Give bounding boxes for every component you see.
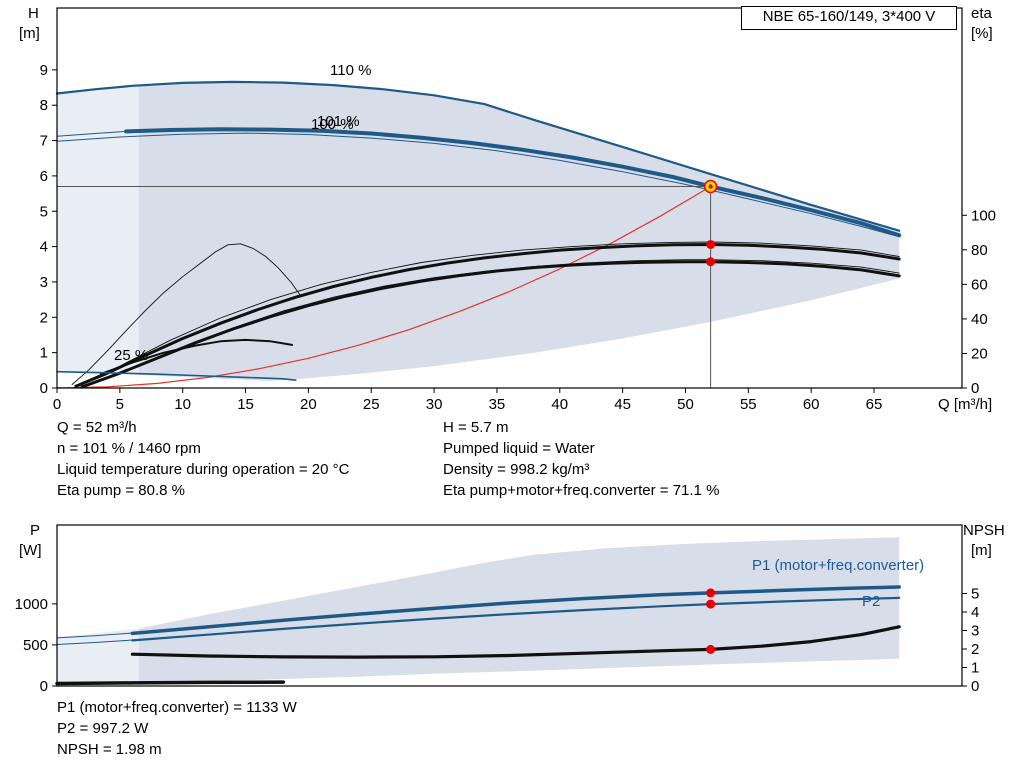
npsh-axis-unit: [m] <box>971 542 992 559</box>
operating-envelope-light <box>57 84 139 375</box>
eta-total-duty-dot <box>706 257 716 267</box>
tick-label: 20 <box>971 345 988 362</box>
speed-100-curve <box>56 132 900 238</box>
info-eta-total: Eta pump+motor+freq.converter = 71.1 % <box>443 482 720 499</box>
h-axis-unit: [m] <box>19 25 40 42</box>
eta-pump-curve-thin <box>75 241 900 386</box>
qh-eta-chart-frame <box>56 7 963 389</box>
tick-label: 55 <box>740 396 757 413</box>
tick-label: 30 <box>426 396 443 413</box>
eta-axis-unit: [%] <box>971 25 993 42</box>
speed-101-label: 101 % <box>317 113 360 130</box>
tick-label: 65 <box>866 396 883 413</box>
p-axis-label: P <box>30 522 41 539</box>
tick-label: 0 <box>971 678 979 695</box>
power-npsh-chart[interactable]: 0 500 1000 0 12 34 5 <box>15 524 980 695</box>
npsh-duty-dot <box>706 644 716 654</box>
power-npsh-chart-frame <box>56 524 963 687</box>
speed-110-curve <box>55 80 901 232</box>
tick-label: 5 <box>971 585 979 602</box>
speed-101-curve <box>124 127 902 238</box>
info-npsh: NPSH = 1.98 m <box>57 741 162 758</box>
tick-label: 60 <box>803 396 820 413</box>
p1-curve <box>130 585 901 636</box>
info-p1: P1 (motor+freq.converter) = 1133 W <box>57 699 297 716</box>
tick-label: 7 <box>40 133 48 150</box>
npsh-axis-label: NPSH <box>963 522 1005 539</box>
eta-pump-curve <box>74 243 901 388</box>
tick-label: 40 <box>551 396 568 413</box>
duty-point-center <box>708 184 713 189</box>
npsh-curve <box>130 625 901 659</box>
tick-label: 4 <box>971 604 979 621</box>
tick-label: 60 <box>971 276 988 293</box>
tick-label: 5 <box>40 203 48 220</box>
tick-label: 3 <box>971 622 979 639</box>
pump-type-box: NBE 65-160/149, 3*400 V <box>741 6 957 30</box>
p2-curve-label: P2 <box>862 593 881 610</box>
info-eta-pump: Eta pump = 80.8 % <box>57 482 185 499</box>
tick-label: 50 <box>677 396 694 413</box>
qh-eta-chart[interactable]: 0 5 10 15 20 25 30 35 40 45 50 55 60 6501234567890204… <box>40 7 996 413</box>
tick-label: 8 <box>40 97 48 114</box>
info-liquid-temp: Liquid temperature during operation = 20… <box>57 461 350 478</box>
tick-label: 6 <box>40 168 48 185</box>
info-flow: Q = 52 m³/h <box>57 419 137 436</box>
info-speed: n = 101 % / 1460 rpm <box>57 440 201 457</box>
tick-label: 500 <box>23 637 48 654</box>
tick-label: 15 <box>237 396 254 413</box>
tick-label: 1000 <box>15 596 48 613</box>
eta-total-curve <box>80 260 901 389</box>
tick-label: 45 <box>614 396 631 413</box>
info-head: H = 5.7 m <box>443 419 509 436</box>
speed-25-qh-curve <box>56 370 297 382</box>
p1-duty-dot <box>706 588 716 598</box>
operating-envelope <box>138 81 900 381</box>
tick-label: 0 <box>971 380 979 397</box>
eta-axis-label: eta <box>971 5 992 22</box>
tick-label: 1 <box>40 345 48 362</box>
info-p2: P2 = 997.2 W <box>57 720 149 737</box>
tick-label: 100 <box>971 207 996 224</box>
npsh-min-speed-line <box>55 680 286 686</box>
tick-label: 1 <box>971 659 979 676</box>
tick-label: 35 <box>489 396 506 413</box>
eta-reduced-speed-arc <box>71 243 301 385</box>
info-density: Density = 998.2 kg/m³ <box>443 461 590 478</box>
tick-label: 2 <box>40 309 48 326</box>
power-envelope-light <box>57 628 139 684</box>
p-axis-unit: [W] <box>19 542 42 559</box>
p2-duty-dot <box>706 599 716 609</box>
tick-label: 80 <box>971 242 988 259</box>
speed-100-label: 100 % <box>311 116 354 133</box>
speed-25-eta-curve <box>100 338 293 375</box>
tick-label: 10 <box>174 396 191 413</box>
speed-101-lead-line <box>56 130 127 137</box>
tick-label: 0 <box>40 380 48 397</box>
speed-110-label: 110 % <box>330 62 372 79</box>
tick-label: 0 <box>40 678 48 695</box>
h-axis-label: H <box>28 5 39 22</box>
tick-label: 3 <box>40 274 48 291</box>
eta-pump-duty-dot <box>706 240 716 249</box>
speed-25-label: 25 % <box>114 347 149 364</box>
tick-label: 9 <box>40 62 48 79</box>
tick-label: 5 <box>116 396 124 413</box>
tick-label: 2 <box>971 641 979 658</box>
info-pumped-liquid: Pumped liquid = Water <box>443 440 595 457</box>
p1-curve-label: P1 (motor+freq.converter) <box>752 557 925 574</box>
tick-label: 40 <box>971 311 988 328</box>
tick-label: 0 <box>53 396 61 413</box>
tick-label: 4 <box>40 239 48 256</box>
tick-label: 25 <box>363 396 380 413</box>
p2-curve <box>131 596 901 642</box>
tick-label: 20 <box>300 396 317 413</box>
q-axis-label: Q [m³/h] <box>938 396 993 413</box>
